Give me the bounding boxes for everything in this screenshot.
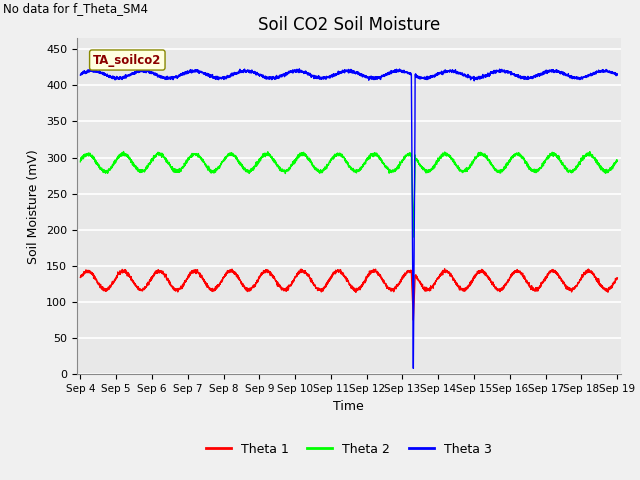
Text: No data for f_Theta_SM4: No data for f_Theta_SM4 (3, 2, 148, 15)
Y-axis label: Soil Moisture (mV): Soil Moisture (mV) (28, 149, 40, 264)
Title: Soil CO2 Soil Moisture: Soil CO2 Soil Moisture (258, 16, 440, 34)
X-axis label: Time: Time (333, 400, 364, 413)
Legend: Theta 1, Theta 2, Theta 3: Theta 1, Theta 2, Theta 3 (201, 438, 497, 461)
Text: TA_soilco2: TA_soilco2 (93, 53, 161, 67)
